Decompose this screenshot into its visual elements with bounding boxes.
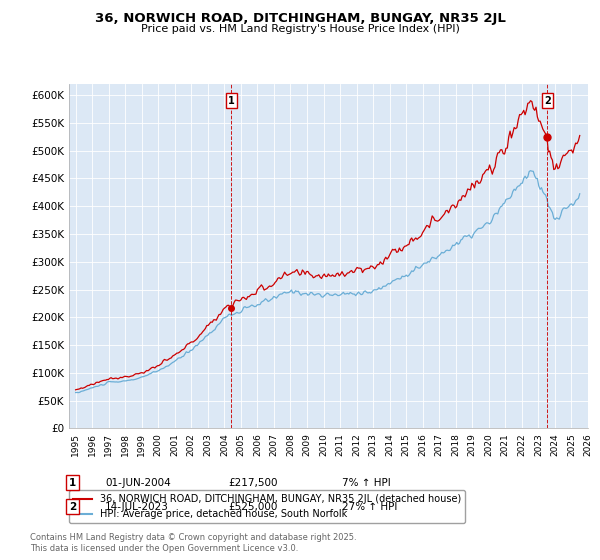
Text: Contains HM Land Registry data © Crown copyright and database right 2025.
This d: Contains HM Land Registry data © Crown c… — [30, 533, 356, 553]
Text: £217,500: £217,500 — [228, 478, 277, 488]
Text: 2: 2 — [544, 96, 551, 106]
Text: 36, NORWICH ROAD, DITCHINGHAM, BUNGAY, NR35 2JL: 36, NORWICH ROAD, DITCHINGHAM, BUNGAY, N… — [95, 12, 505, 25]
Text: 2: 2 — [69, 502, 76, 512]
Legend: 36, NORWICH ROAD, DITCHINGHAM, BUNGAY, NR35 2JL (detached house), HPI: Average p: 36, NORWICH ROAD, DITCHINGHAM, BUNGAY, N… — [69, 491, 465, 523]
Text: 1: 1 — [69, 478, 76, 488]
Text: 27% ↑ HPI: 27% ↑ HPI — [342, 502, 397, 512]
Text: 14-JUL-2023: 14-JUL-2023 — [105, 502, 169, 512]
Text: 1: 1 — [228, 96, 235, 106]
Text: 7% ↑ HPI: 7% ↑ HPI — [342, 478, 391, 488]
Text: 01-JUN-2004: 01-JUN-2004 — [105, 478, 171, 488]
Text: £525,000: £525,000 — [228, 502, 277, 512]
Text: Price paid vs. HM Land Registry's House Price Index (HPI): Price paid vs. HM Land Registry's House … — [140, 24, 460, 34]
